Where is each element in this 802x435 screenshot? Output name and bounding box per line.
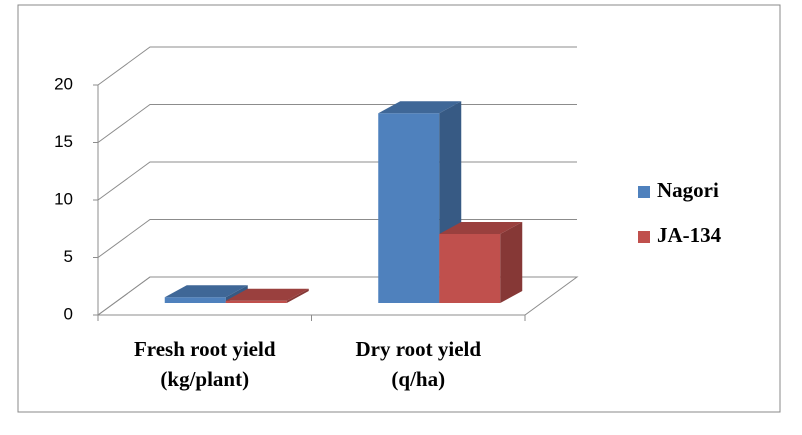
bar-front — [378, 113, 440, 303]
x-tick-label: (q/ha) — [391, 367, 445, 391]
bar-side — [286, 288, 309, 303]
y-tick-label: 10 — [54, 189, 73, 208]
bar-front — [164, 297, 226, 303]
grid-line — [97, 46, 577, 86]
legend-swatch — [638, 186, 650, 198]
y-tick-label: 5 — [64, 247, 73, 266]
bar — [225, 288, 309, 303]
bar — [439, 222, 523, 303]
y-tick-label: 20 — [54, 74, 73, 93]
x-tick-label: Dry root yield — [355, 337, 481, 361]
legend-label: JA-134 — [657, 223, 722, 247]
legend-swatch — [638, 231, 650, 243]
bar-top — [378, 101, 462, 114]
y-tick-label: 15 — [54, 132, 73, 151]
bar-top — [164, 285, 248, 298]
bar-side — [500, 222, 523, 303]
bar-front — [225, 300, 287, 303]
y-tick-label: 0 — [64, 304, 73, 323]
bar-top — [225, 288, 309, 301]
bar-front — [439, 234, 501, 303]
bar-top — [439, 222, 523, 234]
x-tick-label: (kg/plant) — [160, 367, 249, 391]
legend-label: Nagori — [657, 178, 719, 202]
x-tick-label: Fresh root yield — [134, 337, 276, 361]
